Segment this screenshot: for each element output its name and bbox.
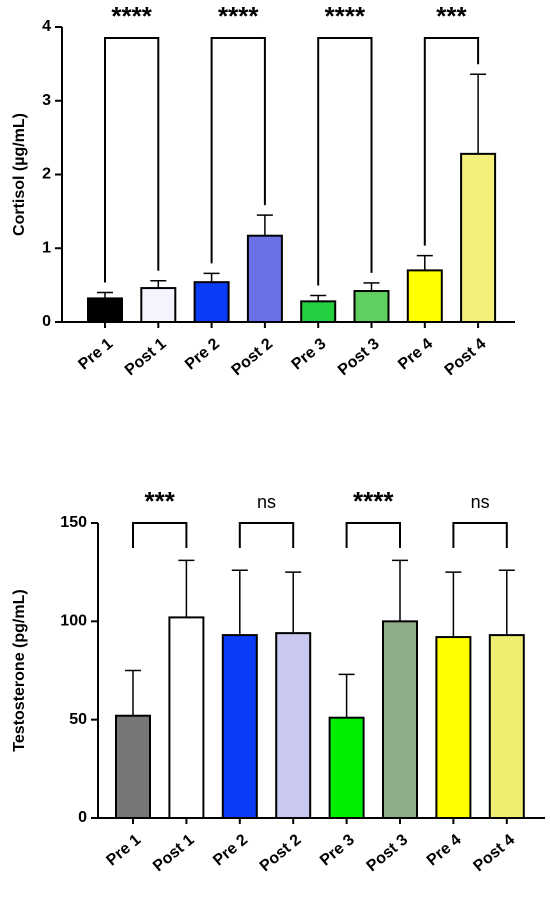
bar <box>435 636 472 819</box>
bar <box>115 714 151 820</box>
bar <box>140 287 177 324</box>
bar <box>87 297 123 323</box>
y-tick-label: 4 <box>42 18 51 35</box>
x-tick-label: Post 4 <box>442 335 490 379</box>
significance-bracket <box>345 522 401 548</box>
y-tick-label: 2 <box>42 166 51 183</box>
y-tick-label: 50 <box>69 711 87 728</box>
x-tick-label: Pre 1 <box>103 831 144 869</box>
bar <box>246 234 283 323</box>
significance-label: *** <box>145 486 176 516</box>
significance-bracket <box>423 37 480 246</box>
significance-label: **** <box>218 1 259 31</box>
significance-label: *** <box>436 1 467 31</box>
bar <box>275 632 312 820</box>
significance-label: ns <box>471 492 490 512</box>
bar <box>221 634 258 819</box>
y-tick-label: 150 <box>60 514 87 531</box>
significance-label: **** <box>111 1 152 31</box>
x-tick-label: Pre 2 <box>210 831 251 869</box>
significance-label: **** <box>353 486 394 516</box>
y-axis-label: Cortisol (µg/mL) <box>11 113 28 236</box>
significance-label: **** <box>325 1 366 31</box>
x-tick-label: Post 3 <box>364 831 412 875</box>
bar <box>460 152 497 323</box>
bar <box>353 290 390 323</box>
bar <box>300 300 337 324</box>
x-tick-label: Pre 1 <box>75 335 116 373</box>
y-tick-label: 0 <box>78 809 87 826</box>
x-tick-label: Post 4 <box>470 831 518 875</box>
x-tick-label: Post 2 <box>228 335 276 379</box>
significance-bracket <box>104 37 160 283</box>
significance-bracket <box>210 37 266 264</box>
significance-bracket <box>452 522 508 548</box>
x-tick-label: Post 3 <box>335 335 383 379</box>
x-tick-label: Pre 4 <box>395 335 436 373</box>
y-tick-label: 0 <box>42 313 51 330</box>
x-tick-label: Pre 2 <box>182 335 223 373</box>
significance-bracket <box>317 37 373 286</box>
x-tick-label: Pre 4 <box>424 831 465 869</box>
y-tick-label: 1 <box>42 239 51 256</box>
x-tick-label: Post 1 <box>122 335 170 379</box>
bar <box>168 616 205 820</box>
x-tick-label: Post 2 <box>257 831 305 875</box>
x-tick-label: Post 1 <box>150 831 198 875</box>
y-axis-label: Testosterone (pg/mL) <box>11 589 28 751</box>
significance-bracket <box>132 522 188 548</box>
x-tick-label: Pre 3 <box>317 831 358 869</box>
y-tick-label: 100 <box>60 613 87 630</box>
bar <box>488 634 525 819</box>
significance-bracket <box>238 522 295 548</box>
x-tick-label: Pre 3 <box>289 335 330 373</box>
bar <box>382 620 418 819</box>
bar <box>193 281 230 323</box>
bar <box>328 716 365 820</box>
y-tick-label: 3 <box>42 92 51 109</box>
bar <box>406 269 443 323</box>
significance-label: ns <box>257 492 276 512</box>
